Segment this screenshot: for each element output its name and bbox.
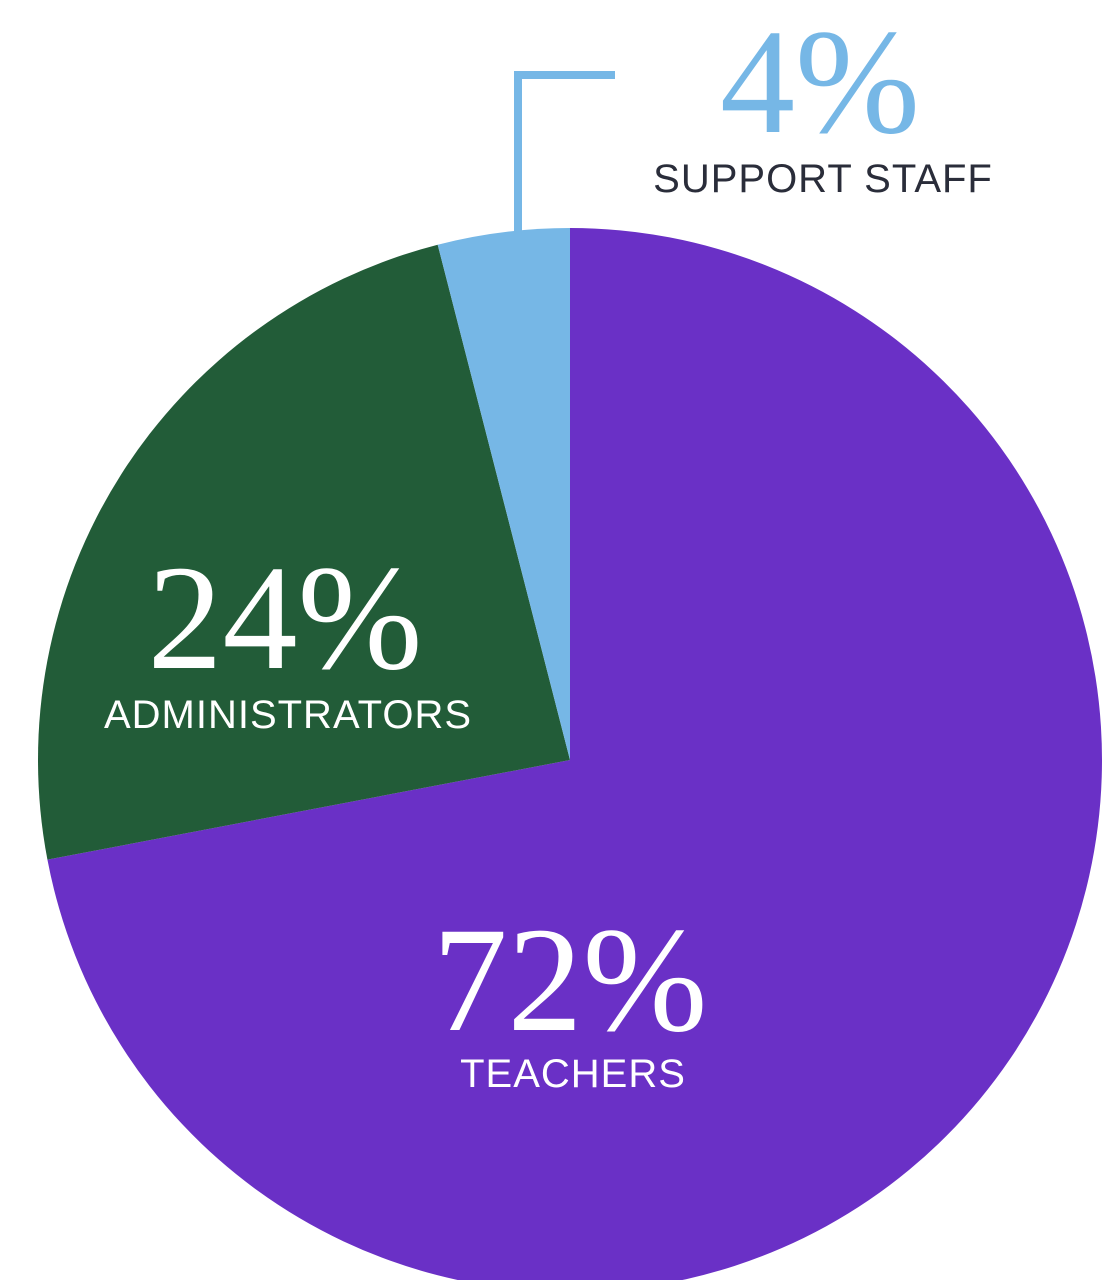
pie-slice xyxy=(47,228,1102,1280)
category-label: ADMINISTRATORS xyxy=(104,693,472,737)
pie-slice xyxy=(37,244,570,860)
category-label: SUPPORT STAFF xyxy=(653,157,993,201)
category-label: TEACHERS xyxy=(460,1052,686,1096)
value-label: 4% xyxy=(720,0,920,165)
value-label: 72% xyxy=(433,897,708,1063)
pie-slice xyxy=(437,228,570,760)
value-label: 24% xyxy=(148,535,423,701)
leader-line xyxy=(514,71,615,240)
